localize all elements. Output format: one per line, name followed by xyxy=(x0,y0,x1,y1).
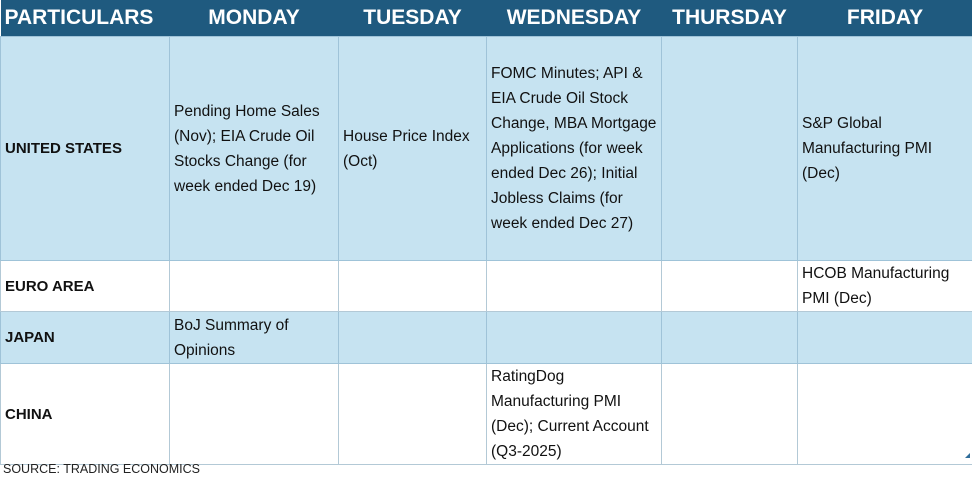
table-resize-handle[interactable] xyxy=(965,453,970,458)
cell-euro-tuesday[interactable] xyxy=(338,260,487,312)
header-thursday: THURSDAY xyxy=(661,0,798,37)
cell-china-friday[interactable] xyxy=(797,363,972,465)
region-label: UNITED STATES xyxy=(0,36,170,261)
region-label: JAPAN xyxy=(0,311,170,364)
cell-japan-wednesday[interactable] xyxy=(486,311,662,364)
cell-us-tuesday[interactable]: House Price Index (Oct) xyxy=(338,36,487,261)
cell-japan-monday[interactable]: BoJ Summary of Opinions xyxy=(169,311,339,364)
cell-china-thursday[interactable] xyxy=(661,363,798,465)
region-label: EURO AREA xyxy=(0,260,170,312)
header-wednesday: WEDNESDAY xyxy=(486,0,662,37)
cell-china-wednesday[interactable]: RatingDog Manufacturing PMI (Dec); Curre… xyxy=(486,363,662,465)
economic-calendar-table: PARTICULARS MONDAY TUESDAY WEDNESDAY THU… xyxy=(0,0,972,465)
cell-japan-tuesday[interactable] xyxy=(338,311,487,364)
source-note: SOURCE: TRADING ECONOMICS xyxy=(3,462,201,476)
cell-china-tuesday[interactable] xyxy=(338,363,487,465)
header-particulars: PARTICULARS xyxy=(0,0,170,37)
cell-euro-friday[interactable]: HCOB Manufacturing PMI (Dec) xyxy=(797,260,972,312)
table-row-china: CHINA RatingDog Manufacturing PMI (Dec);… xyxy=(0,363,972,465)
header-row: PARTICULARS MONDAY TUESDAY WEDNESDAY THU… xyxy=(0,0,972,37)
table-row-japan: JAPAN BoJ Summary of Opinions xyxy=(0,311,972,364)
cell-us-monday[interactable]: Pending Home Sales (Nov); EIA Crude Oil … xyxy=(169,36,339,261)
header-monday: MONDAY xyxy=(169,0,339,37)
header-friday: FRIDAY xyxy=(797,0,972,37)
table-row-united-states: UNITED STATES Pending Home Sales (Nov); … xyxy=(0,36,972,261)
header-tuesday: TUESDAY xyxy=(338,0,487,37)
cell-us-wednesday[interactable]: FOMC Minutes; API & EIA Crude Oil Stock … xyxy=(486,36,662,261)
cell-euro-thursday[interactable] xyxy=(661,260,798,312)
cell-euro-wednesday[interactable] xyxy=(486,260,662,312)
region-label: CHINA xyxy=(0,363,170,465)
cell-china-monday[interactable] xyxy=(169,363,339,465)
cell-japan-thursday[interactable] xyxy=(661,311,798,364)
cell-us-thursday[interactable] xyxy=(661,36,798,261)
cell-us-friday[interactable]: S&P Global Manufacturing PMI (Dec) xyxy=(797,36,972,261)
cell-euro-monday[interactable] xyxy=(169,260,339,312)
cell-japan-friday[interactable] xyxy=(797,311,972,364)
table-row-euro-area: EURO AREA HCOB Manufacturing PMI (Dec) xyxy=(0,260,972,312)
